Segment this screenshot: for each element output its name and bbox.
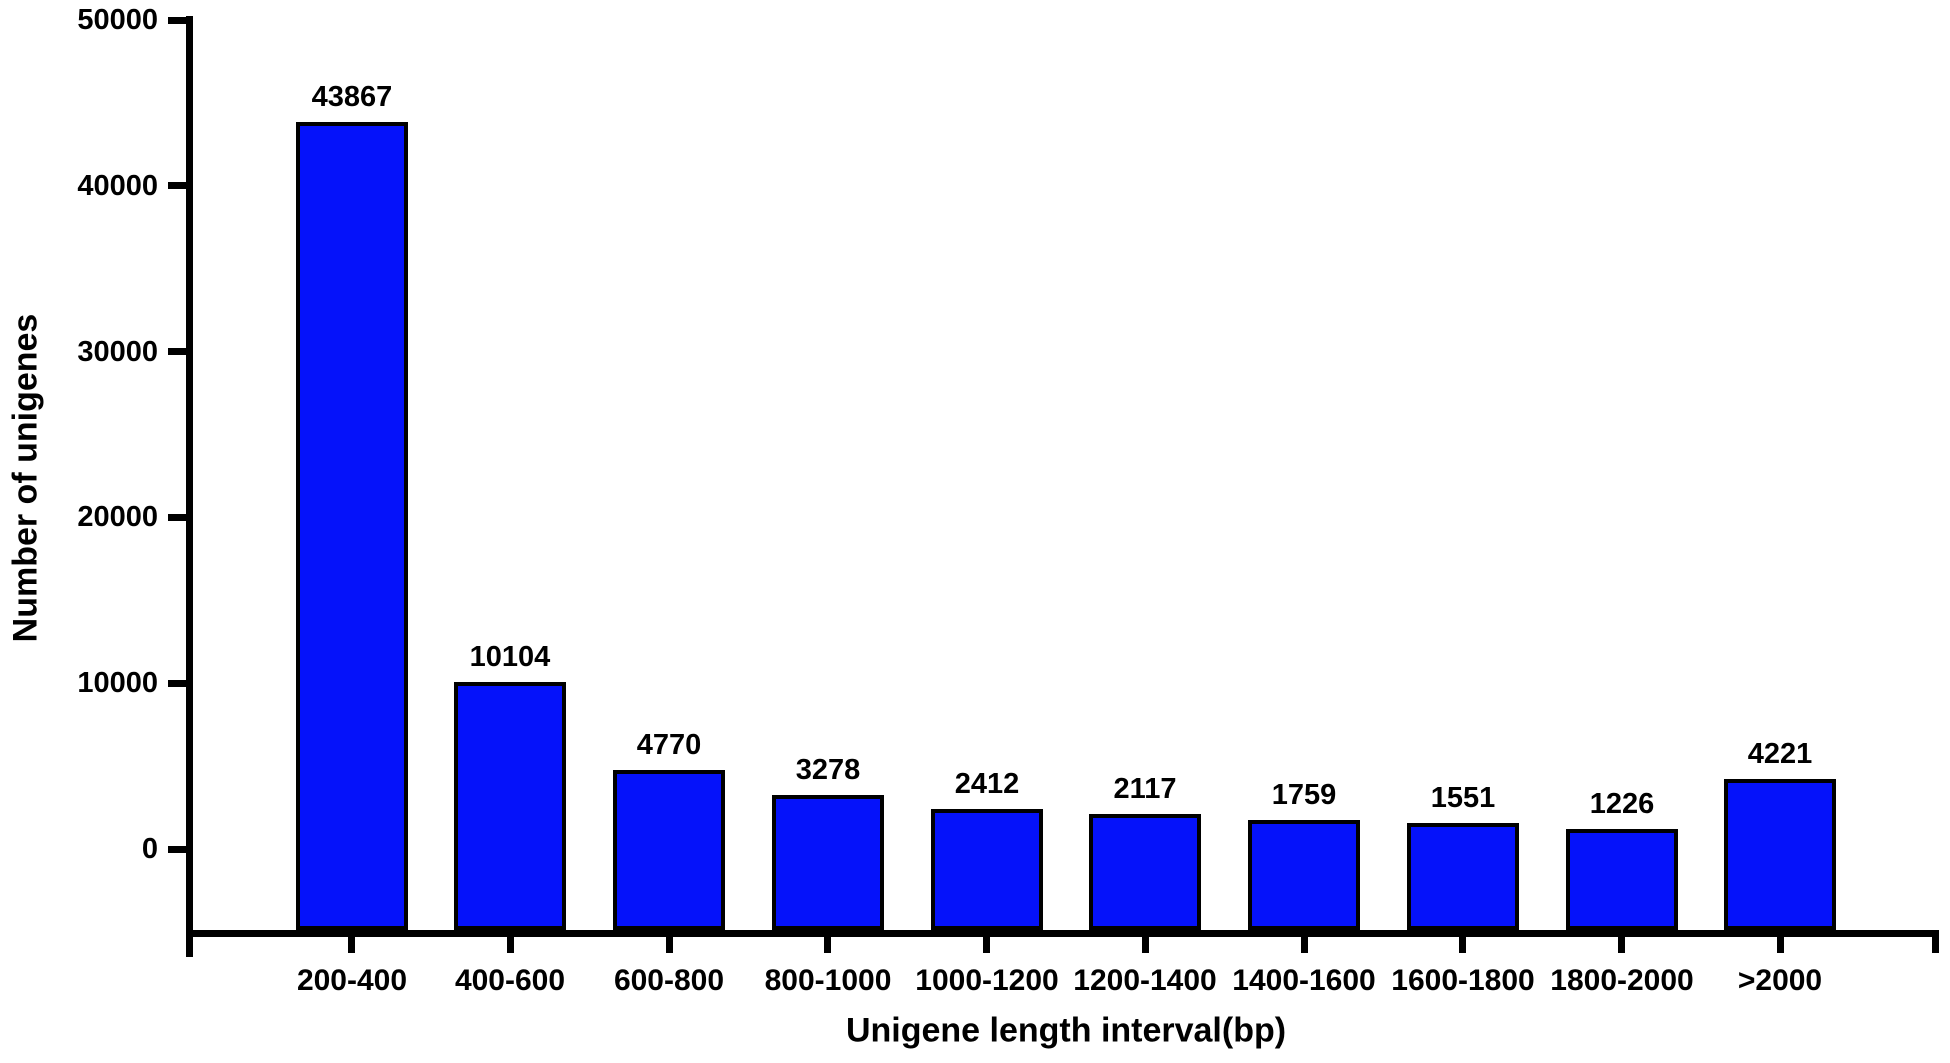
bar-value-label: 4221 bbox=[1747, 738, 1813, 770]
bar-value-label: 1551 bbox=[1430, 782, 1496, 814]
x-axis-line bbox=[186, 930, 1939, 937]
bar-value-label: 4770 bbox=[636, 729, 702, 761]
bar-value-label: 10104 bbox=[469, 641, 551, 673]
x-axis-title: Unigene length interval(bp) bbox=[845, 1011, 1287, 1050]
y-axis-tick-label: 10000 bbox=[77, 667, 158, 699]
bar-value-label: 2412 bbox=[954, 768, 1020, 800]
y-axis-tick bbox=[168, 17, 186, 24]
y-axis-tick bbox=[168, 182, 186, 189]
y-axis-tick bbox=[168, 514, 186, 521]
x-axis-tick bbox=[666, 937, 673, 953]
x-axis-tick bbox=[1301, 937, 1308, 953]
bar-value-label: 1759 bbox=[1271, 779, 1337, 811]
x-axis-tick-label: 200-400 bbox=[296, 964, 408, 997]
bar-value-label: 43867 bbox=[311, 81, 393, 113]
x-axis-tick bbox=[1777, 937, 1784, 953]
x-axis-tick-label: 400-600 bbox=[454, 964, 566, 997]
y-axis-tick-label: 30000 bbox=[77, 336, 158, 368]
x-axis-tick bbox=[1618, 937, 1625, 953]
x-axis-tick-label: >2000 bbox=[1737, 964, 1823, 997]
bar bbox=[296, 122, 408, 930]
x-axis-tick-label: 1600-1800 bbox=[1391, 964, 1535, 997]
bar bbox=[454, 682, 566, 930]
bar bbox=[1407, 823, 1519, 930]
x-axis-tick-label: 1400-1600 bbox=[1232, 964, 1376, 997]
bar bbox=[931, 809, 1043, 930]
bar-value-label: 3278 bbox=[795, 754, 861, 786]
y-axis-tick bbox=[168, 680, 186, 687]
x-axis-tick bbox=[983, 937, 990, 953]
y-axis-tick-label: 50000 bbox=[77, 4, 158, 36]
x-axis-end-tick bbox=[1932, 930, 1939, 953]
x-axis-tick-label: 1200-1400 bbox=[1073, 964, 1217, 997]
x-axis-tick bbox=[348, 937, 355, 953]
y-axis-tick-label: 40000 bbox=[77, 170, 158, 202]
bar-value-label: 2117 bbox=[1113, 773, 1177, 805]
x-axis-tick bbox=[1459, 937, 1466, 953]
bar bbox=[613, 770, 725, 930]
x-axis-tick-label: 1800-2000 bbox=[1550, 964, 1694, 997]
x-axis-tick bbox=[824, 937, 831, 953]
x-axis-tick bbox=[1142, 937, 1149, 953]
x-axis-tick bbox=[507, 937, 514, 953]
y-axis-tick-label: 20000 bbox=[77, 501, 158, 533]
bar bbox=[1089, 814, 1201, 930]
y-axis-tick bbox=[168, 348, 186, 355]
bar bbox=[772, 795, 884, 930]
bar bbox=[1248, 820, 1360, 930]
y-axis-line bbox=[186, 16, 193, 957]
bar bbox=[1724, 779, 1836, 930]
x-axis-tick-label: 800-1000 bbox=[764, 964, 892, 997]
bar bbox=[1566, 829, 1678, 930]
bar-value-label: 1226 bbox=[1589, 788, 1655, 820]
x-axis-tick-label: 600-800 bbox=[613, 964, 725, 997]
y-axis-tick bbox=[168, 846, 186, 853]
x-axis-tick-label: 1000-1200 bbox=[915, 964, 1059, 997]
y-axis-tick-label: 0 bbox=[141, 833, 158, 865]
